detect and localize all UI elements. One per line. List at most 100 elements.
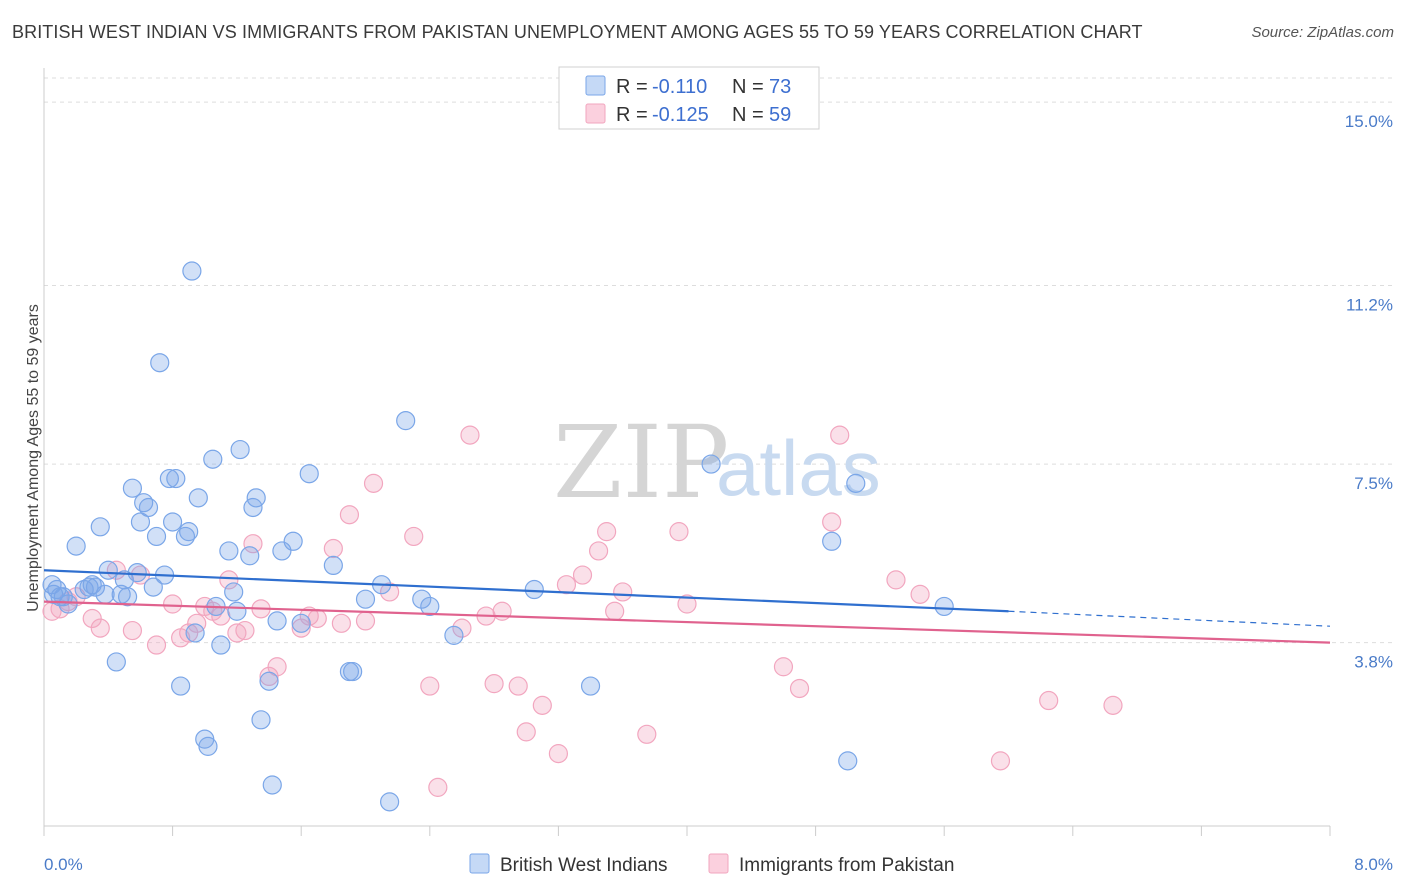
point-bwi-27: [198, 736, 218, 756]
y-tick-labels: 3.8% 7.5% 11.2% 15.0%: [1345, 112, 1393, 671]
point-bwi-41: [267, 611, 287, 631]
point-pakistan-30: [355, 611, 376, 631]
point-bwi-52: [396, 411, 416, 431]
point-pakistan-12: [179, 623, 199, 643]
point-bwi-11: [130, 512, 151, 532]
point-bwi-15: [150, 353, 170, 373]
point-bwi-20: [171, 676, 191, 696]
point-pakistan-37: [460, 425, 480, 445]
point-pakistan-49: [605, 601, 625, 621]
trend-pakistan: [43, 600, 1331, 644]
x-tick-label-0: 0.0%: [44, 855, 83, 874]
x-tick-labels: 0.0% 8.0%: [44, 855, 1393, 874]
point-pakistan-29: [339, 505, 360, 525]
legend-n-label-0: N =: [732, 76, 764, 98]
point-pakistan-53: [677, 594, 697, 614]
point-bwi-14: [146, 526, 167, 547]
point-bwi-19: [166, 468, 186, 489]
series-bwi-points: [42, 261, 954, 812]
bottom-legend-pakistan: Immigrants from Pakistan: [739, 855, 954, 876]
y-tick-label-0: 3.8%: [1354, 653, 1393, 672]
point-pakistan-18: [227, 623, 247, 643]
watermark: ZIP atlas: [553, 404, 881, 521]
point-pakistan-43: [532, 695, 552, 715]
point-bwi-62: [934, 596, 954, 617]
point-bwi-17: [159, 468, 179, 489]
point-pakistan-35: [428, 777, 448, 797]
point-pakistan-48: [597, 522, 617, 542]
point-bwi-49: [355, 589, 376, 609]
trend-bwi-extension: [1008, 610, 1331, 627]
point-pakistan-62: [1103, 695, 1123, 715]
legend-n-label-1: N =: [732, 104, 764, 126]
point-pakistan-25: [299, 606, 319, 626]
point-bwi-57: [580, 676, 601, 696]
watermark-zip: ZIP: [553, 404, 729, 521]
point-pakistan-17: [219, 570, 239, 590]
point-pakistan-33: [404, 526, 424, 547]
point-pakistan-52: [669, 522, 689, 542]
y-tick-label-3: 15.0%: [1345, 112, 1393, 131]
point-bwi-58: [701, 454, 721, 474]
point-pakistan-55: [789, 678, 810, 699]
point-pakistan-27: [323, 538, 343, 559]
point-pakistan-44: [548, 744, 569, 764]
point-bwi-6: [90, 517, 110, 537]
point-bwi-67: [85, 577, 106, 597]
point-pakistan-40: [492, 601, 512, 621]
y-axis-label: Unemployment Among Ages 55 to 59 years: [25, 304, 42, 612]
point-pakistan-9: [146, 635, 167, 655]
point-bwi-24: [185, 623, 205, 643]
point-pakistan-19: [235, 620, 255, 641]
legend-n-value-0: 73: [769, 76, 791, 98]
point-pakistan-4: [82, 608, 102, 629]
watermark-atlas: atlas: [716, 424, 881, 512]
point-pakistan-28: [331, 613, 351, 633]
point-pakistan-46: [572, 565, 593, 585]
legend-r-value-1: -0.125: [652, 104, 709, 126]
point-pakistan-36: [452, 618, 472, 638]
point-bwi-32: [224, 582, 244, 602]
point-pakistan-58: [886, 570, 906, 590]
point-bwi-43: [283, 531, 303, 551]
legend-r-label-1: R =: [616, 104, 648, 126]
point-pakistan-5: [90, 618, 110, 638]
point-bwi-48: [343, 661, 363, 682]
point-bwi-35: [240, 546, 260, 566]
point-pakistan-26: [307, 608, 327, 629]
x-tick-label-1: 8.0%: [1354, 855, 1393, 874]
point-pakistan-54: [773, 657, 794, 677]
point-pakistan-61: [1039, 690, 1059, 711]
point-bwi-13: [138, 497, 159, 518]
legend-swatch-pink: [585, 103, 606, 124]
point-pakistan-59: [910, 584, 930, 604]
point-bwi-44: [291, 613, 311, 633]
point-bwi-56: [524, 579, 544, 600]
point-pakistan-51: [637, 724, 657, 744]
point-bwi-34: [230, 439, 250, 460]
legend-swatch-blue: [585, 75, 606, 96]
point-bwi-72: [143, 577, 163, 597]
point-pakistan-13: [187, 613, 207, 633]
chart-title: BRITISH WEST INDIAN VS IMMIGRANTS FROM P…: [12, 22, 1143, 42]
point-bwi-39: [259, 671, 279, 691]
point-bwi-46: [323, 555, 343, 576]
point-bwi-33: [227, 601, 247, 621]
point-bwi-60: [838, 751, 858, 771]
y-tick-label-1: 7.5%: [1354, 474, 1393, 493]
point-bwi-4: [66, 536, 86, 556]
point-bwi-66: [79, 577, 99, 597]
point-bwi-40: [262, 775, 282, 795]
point-bwi-54: [420, 596, 440, 617]
point-bwi-55: [444, 625, 464, 645]
bottom-legend-swatch-pink: [708, 853, 729, 874]
legend-n-value-1: 59: [769, 104, 791, 126]
point-bwi-22: [179, 522, 199, 542]
point-bwi-61: [846, 473, 866, 493]
point-bwi-71: [127, 563, 147, 583]
point-bwi-28: [203, 449, 223, 469]
bottom-legend-bwi: British West Indians: [500, 855, 668, 876]
trend-lines: [43, 569, 1331, 644]
point-pakistan-57: [830, 425, 850, 445]
